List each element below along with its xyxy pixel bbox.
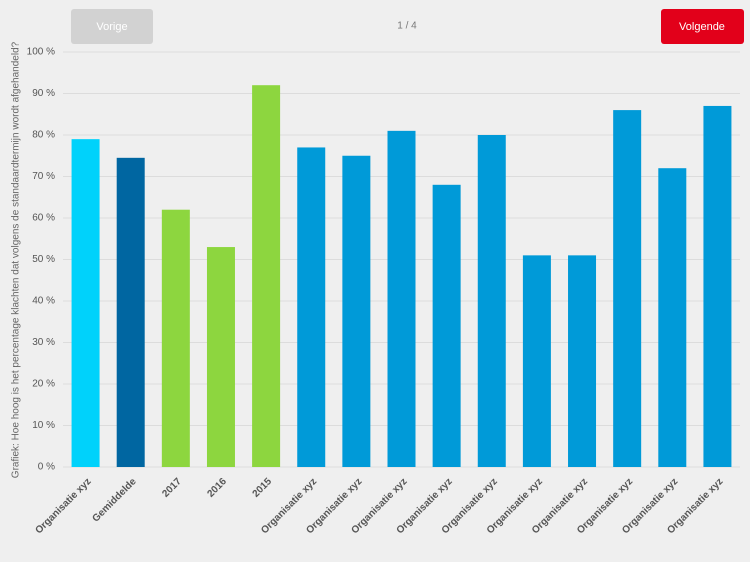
y-tick-label: 50 % (32, 254, 55, 265)
bar (161, 209, 190, 467)
x-tick-label: Gemiddelde (90, 476, 139, 525)
page-indicator: 1 / 4 (397, 21, 417, 32)
bar (613, 110, 642, 467)
x-tick-label: 2017 (160, 476, 184, 500)
bar (477, 135, 506, 467)
x-tick-label: Organisatie xyz (34, 476, 94, 536)
y-tick-label: 90 % (32, 88, 55, 99)
y-tick-label: 80 % (32, 130, 55, 141)
bar (297, 147, 326, 467)
bar (71, 139, 100, 467)
bar (206, 247, 235, 467)
bar (116, 157, 145, 467)
y-tick-label: 70 % (32, 171, 55, 182)
x-tick-label: 2016 (205, 476, 229, 500)
y-tick-label: 0 % (38, 462, 55, 473)
y-tick-label: 60 % (32, 213, 55, 224)
bar (522, 255, 551, 467)
y-axis-label: Grafiek: Hoe hoog is het percentage klac… (11, 41, 22, 478)
bar (703, 105, 732, 467)
bar (342, 155, 371, 467)
bar (658, 168, 687, 467)
next-label[interactable]: Volgende (679, 21, 725, 33)
bar (387, 130, 416, 467)
previous-button[interactable] (71, 9, 153, 44)
next-button[interactable] (661, 9, 744, 44)
bar (432, 184, 461, 468)
y-tick-label: 10 % (32, 420, 55, 431)
x-tick-label: 2015 (251, 476, 275, 500)
y-tick-label: 100 % (27, 47, 55, 58)
previous-label[interactable]: Vorige (96, 21, 127, 33)
bar (568, 255, 597, 467)
y-tick-label: 40 % (32, 296, 55, 307)
y-tick-label: 20 % (32, 379, 55, 390)
bar (252, 85, 281, 467)
y-tick-label: 30 % (32, 337, 55, 348)
